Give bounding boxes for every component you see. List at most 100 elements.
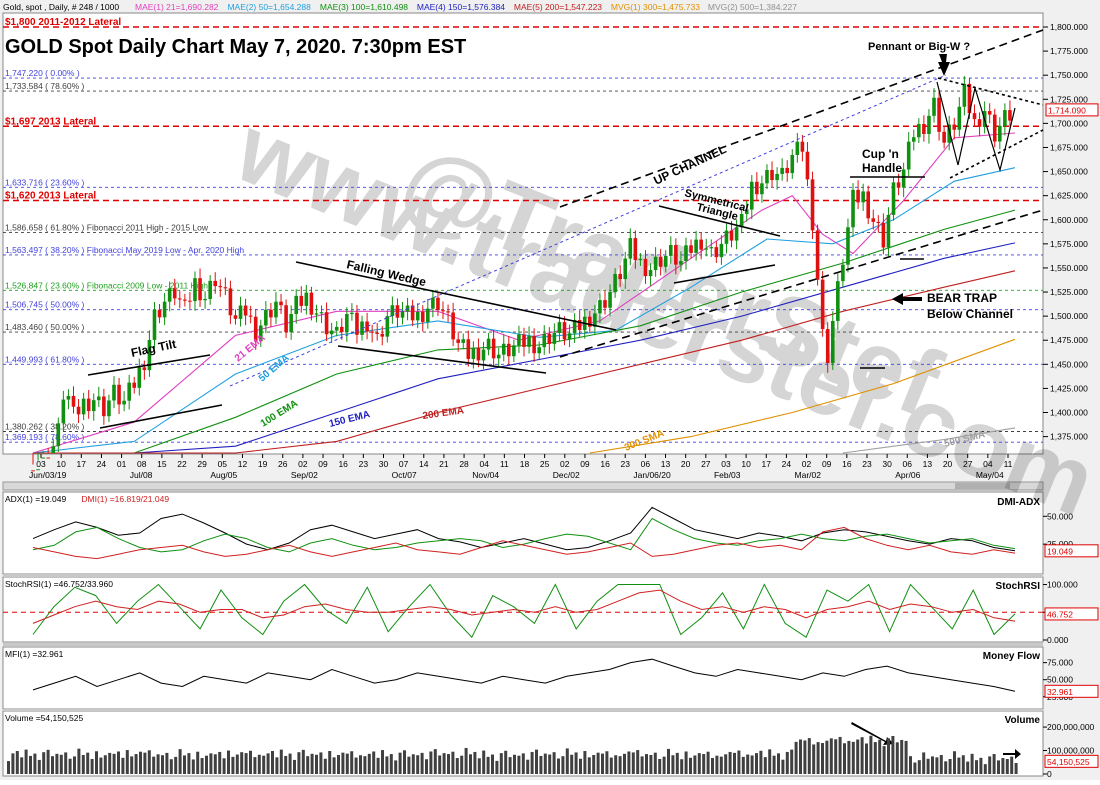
candle-body — [274, 301, 278, 318]
triangle-lower-line — [673, 264, 776, 284]
volume-bar — [152, 756, 156, 774]
volume-bar — [561, 756, 565, 774]
volume-bar — [697, 753, 701, 774]
candle-body — [729, 230, 734, 241]
candle-body — [967, 83, 972, 114]
volume-bar — [218, 751, 222, 774]
volume-bar — [838, 736, 842, 774]
flag-upper-line — [87, 354, 211, 376]
volume-bar — [187, 753, 191, 774]
volume-bar — [37, 759, 41, 774]
candle-body — [223, 287, 228, 289]
volume-bar — [359, 755, 362, 774]
x-tick-label: 06 — [903, 459, 913, 469]
volume-bar — [552, 752, 556, 774]
candle-body — [71, 395, 76, 407]
candle-body — [345, 314, 349, 333]
y-tick-label: 50.000 — [1047, 511, 1073, 521]
volume-bar — [499, 753, 503, 774]
x-tick-label: 16 — [338, 459, 348, 469]
volume-bar — [165, 752, 169, 774]
volume-bar — [900, 739, 904, 774]
wedge-upper-line — [295, 261, 617, 331]
candle-body — [841, 264, 845, 282]
candle-body — [866, 191, 871, 219]
volume-bar — [398, 752, 402, 774]
candle-body — [1008, 110, 1012, 121]
volume-bar — [601, 753, 604, 774]
scrollbar-thumb[interactable] — [955, 483, 1010, 489]
volume-bar — [711, 758, 714, 774]
volume-bar — [205, 755, 208, 774]
horizontal-scrollbar[interactable] — [2, 481, 1044, 491]
volume-bar — [543, 753, 547, 774]
volume-bar — [1005, 758, 1009, 774]
volume-bar — [931, 756, 934, 774]
panel-divider[interactable] — [3, 709, 1043, 711]
panel-divider[interactable] — [3, 574, 1043, 577]
volume-bar — [345, 753, 349, 774]
candle-body — [623, 258, 628, 280]
volume-bar — [11, 753, 15, 774]
candle-body — [987, 111, 992, 115]
volume-bar — [807, 738, 811, 774]
volume-bar — [319, 752, 323, 774]
up-channel-upper — [559, 29, 1044, 208]
volume-bar — [403, 750, 406, 774]
candle-body — [61, 399, 66, 424]
indicator-legend: MAE(1) 21=1,690.282 MAE(2) 50=1,654.288 MA… — [135, 2, 797, 12]
panel-divider[interactable] — [3, 643, 1043, 646]
volume-bar — [966, 761, 970, 774]
candle-body — [927, 115, 931, 134]
candle-body — [238, 305, 243, 319]
x-tick-label: 13 — [923, 459, 933, 469]
volume-bar — [847, 740, 851, 774]
candle-body — [709, 247, 714, 249]
candle-body — [137, 367, 142, 388]
candle-body — [420, 311, 425, 322]
candle-body — [628, 238, 633, 259]
x-period-label: Aug/05 — [210, 470, 237, 480]
indicator-line — [32, 583, 1016, 639]
y-tick-label: 1,475.000 — [1050, 335, 1088, 345]
volume-bar — [587, 757, 591, 774]
volume-bar — [33, 753, 37, 774]
candle-body — [496, 354, 501, 359]
y-tick-label: 1,450.000 — [1050, 359, 1088, 369]
volume-bar — [1010, 756, 1014, 774]
volume-bar — [376, 757, 380, 774]
x-period-label: Feb/03 — [714, 470, 741, 480]
indicator-legend-item: MAE(4) 150=1,576.384 — [417, 2, 505, 12]
volume-bar — [323, 758, 327, 774]
symbol-info: Gold, spot , Daily, # 248 / 1000 — [3, 2, 119, 12]
x-tick-label: 09 — [822, 459, 832, 469]
volume-bar — [77, 748, 81, 774]
volume-bar — [873, 742, 877, 774]
volume-bar — [772, 755, 776, 774]
volume-bar — [213, 754, 217, 774]
candle-body — [380, 333, 385, 337]
candle-body — [102, 396, 106, 417]
ma-line — [842, 427, 1016, 454]
x-tick-label: 21 — [439, 459, 449, 469]
candle-body — [739, 213, 744, 228]
volume-bar — [332, 757, 336, 774]
volume-bar — [926, 758, 930, 774]
candle-body — [51, 446, 56, 453]
candle-body — [329, 330, 334, 335]
candle-body — [608, 292, 612, 308]
volume-bar — [627, 751, 631, 774]
volume-bar — [605, 751, 609, 774]
volume-bar — [856, 739, 860, 774]
volume-bar — [618, 756, 622, 774]
volume-bar — [125, 750, 129, 774]
candle-body — [339, 326, 344, 333]
candle-body — [795, 141, 800, 155]
candle-body — [415, 311, 420, 321]
panel-title: DMI-ADX — [997, 497, 1040, 508]
volume-bar — [675, 752, 679, 774]
candle-body — [517, 334, 521, 346]
volume-bar — [944, 761, 948, 774]
volume-bar — [183, 755, 186, 774]
volume-bar — [420, 752, 424, 774]
